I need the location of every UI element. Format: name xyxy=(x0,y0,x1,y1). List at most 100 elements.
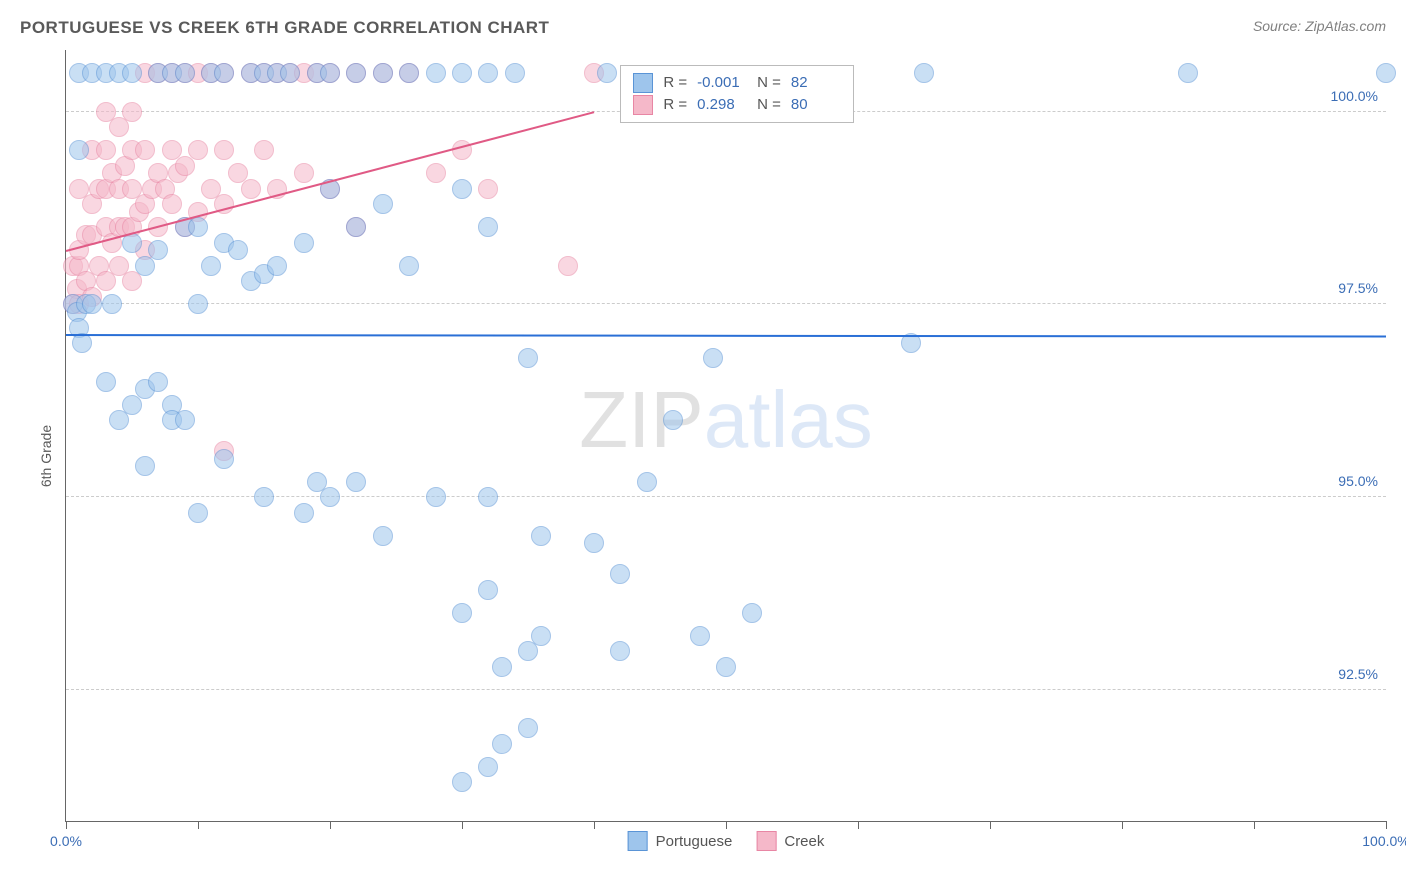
gridline xyxy=(66,303,1386,304)
x-tick xyxy=(594,821,595,829)
series-legend: Portuguese Creek xyxy=(628,831,825,851)
y-tick-label: 95.0% xyxy=(1338,473,1378,489)
data-point xyxy=(267,256,287,276)
data-point xyxy=(280,63,300,83)
data-point xyxy=(214,449,234,469)
data-point xyxy=(716,657,736,677)
legend-swatch xyxy=(756,831,776,851)
plot-area: ZIPatlas 92.5%95.0%97.5%100.0%0.0%100.0%… xyxy=(65,50,1386,822)
y-tick-label: 100.0% xyxy=(1331,88,1378,104)
data-point xyxy=(452,772,472,792)
data-point xyxy=(82,294,102,314)
data-point xyxy=(96,372,116,392)
data-point xyxy=(122,102,142,122)
legend-r-value: -0.001 xyxy=(697,72,747,94)
data-point xyxy=(346,217,366,237)
data-point xyxy=(426,163,446,183)
data-point xyxy=(452,179,472,199)
y-tick-label: 92.5% xyxy=(1338,666,1378,682)
data-point xyxy=(254,140,274,160)
data-point xyxy=(346,63,366,83)
data-point xyxy=(914,63,934,83)
legend-item: Portuguese xyxy=(628,831,733,851)
x-tick xyxy=(726,821,727,829)
gridline xyxy=(66,689,1386,690)
data-point xyxy=(294,233,314,253)
legend-n-label: N = xyxy=(757,94,781,116)
data-point xyxy=(135,140,155,160)
data-point xyxy=(1178,63,1198,83)
x-tick xyxy=(990,821,991,829)
data-point xyxy=(228,240,248,260)
data-point xyxy=(214,63,234,83)
data-point xyxy=(188,217,208,237)
data-point xyxy=(399,256,419,276)
data-point xyxy=(505,63,525,83)
data-point xyxy=(188,140,208,160)
data-point xyxy=(175,63,195,83)
data-point xyxy=(610,564,630,584)
data-point xyxy=(320,63,340,83)
data-point xyxy=(663,410,683,430)
data-point xyxy=(201,256,221,276)
legend-row: R = -0.001 N = 82 xyxy=(633,72,841,94)
legend-r-label: R = xyxy=(663,72,687,94)
y-axis-label: 6th Grade xyxy=(38,425,54,487)
data-point xyxy=(426,63,446,83)
data-point xyxy=(373,526,393,546)
data-point xyxy=(478,580,498,600)
legend-item: Creek xyxy=(756,831,824,851)
data-point xyxy=(254,487,274,507)
data-point xyxy=(531,526,551,546)
data-point xyxy=(294,163,314,183)
x-tick xyxy=(1122,821,1123,829)
data-point xyxy=(597,63,617,83)
x-tick xyxy=(858,821,859,829)
data-point xyxy=(518,718,538,738)
data-point xyxy=(478,63,498,83)
data-point xyxy=(373,194,393,214)
source-label: Source: ZipAtlas.com xyxy=(1253,18,1386,34)
data-point xyxy=(703,348,723,368)
data-point xyxy=(122,63,142,83)
legend-n-value: 82 xyxy=(791,72,841,94)
data-point xyxy=(478,179,498,199)
legend-n-value: 80 xyxy=(791,94,841,116)
legend-r-value: 0.298 xyxy=(697,94,747,116)
x-tick xyxy=(198,821,199,829)
data-point xyxy=(584,533,604,553)
x-tick-label: 0.0% xyxy=(50,833,82,849)
data-point xyxy=(188,294,208,314)
chart-container: 6th Grade ZIPatlas 92.5% 95.0% 97.5% 100.0%… xyxy=(20,50,1386,862)
legend-n-label: N = xyxy=(757,72,781,94)
x-tick xyxy=(1254,821,1255,829)
data-point xyxy=(478,757,498,777)
data-point xyxy=(637,472,657,492)
data-point xyxy=(610,641,630,661)
legend-row: R =0.298N =80 xyxy=(633,94,841,116)
legend-label: Creek xyxy=(784,833,824,850)
data-point xyxy=(135,456,155,476)
data-point xyxy=(148,372,168,392)
data-point xyxy=(742,603,762,623)
y-tick-label: 97.5% xyxy=(1338,280,1378,296)
data-point xyxy=(452,603,472,623)
legend-swatch xyxy=(628,831,648,851)
watermark: ZIPatlas xyxy=(579,374,872,466)
data-point xyxy=(492,734,512,754)
data-point xyxy=(478,487,498,507)
data-point xyxy=(294,503,314,523)
legend-swatch xyxy=(633,95,653,115)
data-point xyxy=(188,503,208,523)
data-point xyxy=(1376,63,1396,83)
data-point xyxy=(346,472,366,492)
data-point xyxy=(69,140,89,160)
correlation-legend: R = -0.001 N = 82R = 0.298 N = 80 xyxy=(620,65,854,123)
data-point xyxy=(399,63,419,83)
trend-line xyxy=(66,334,1386,338)
x-tick xyxy=(462,821,463,829)
x-tick-label: 100.0% xyxy=(1362,833,1406,849)
data-point xyxy=(558,256,578,276)
x-tick xyxy=(330,821,331,829)
data-point xyxy=(96,140,116,160)
